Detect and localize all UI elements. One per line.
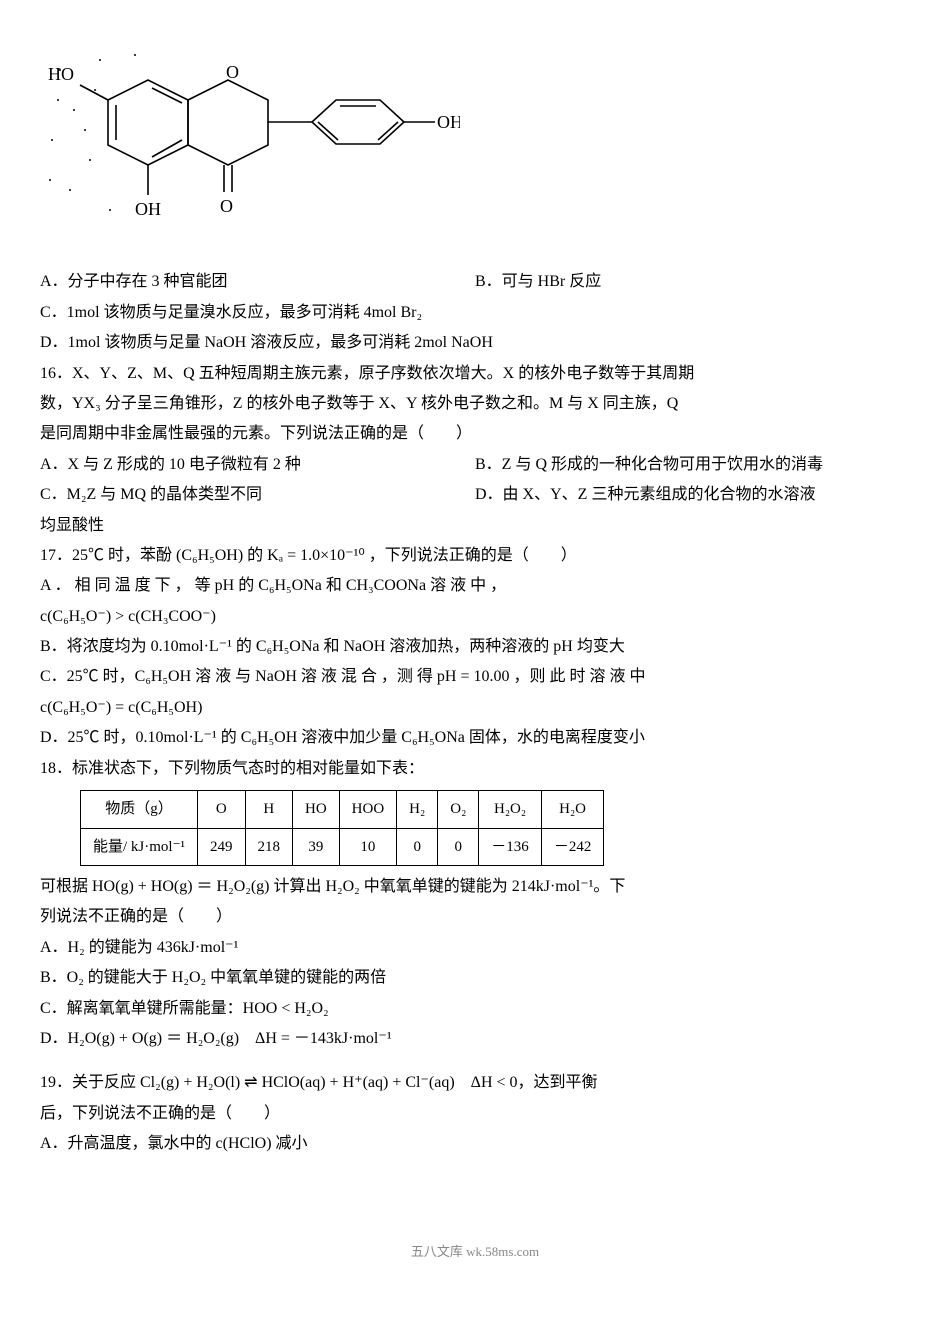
label-ring-o: O <box>226 62 239 82</box>
td-v4: 0 <box>397 828 438 866</box>
th-h2o: H₂O <box>541 791 604 829</box>
q16-options-row1: A．X 与 Z 形成的 10 电子微粒有 2 种 B．Z 与 Q 形成的一种化合… <box>40 450 910 480</box>
q16-stem-line2: 数，YX₃ 分子呈三角锥形，Z 的核外电子数等于 X、Y 核外电子数之和。M 与… <box>40 389 910 419</box>
q16-opt-b: B．Z 与 Q 形成的一种化合物可用于饮用水的消毒 <box>475 450 910 480</box>
th-h: H <box>245 791 293 829</box>
q18-opt-a: A．H₂ 的键能为 436kJ·mol⁻¹ <box>40 933 910 963</box>
q16-opt-d-tail: 均显酸性 <box>40 511 910 541</box>
td-v3: 10 <box>339 828 397 866</box>
table-row: 能量/ kJ·mol⁻¹ 249 218 39 10 0 0 －136 －242 <box>81 828 604 866</box>
td-v0: 249 <box>198 828 246 866</box>
q18-table: 物质（g） O H HO HOO H₂ O₂ H₂O₂ H₂O 能量/ kJ·m… <box>80 790 604 866</box>
q18-mid-line1: 可根据 HO(g) + HO(g) ＝ H₂O₂(g) 计算出 H₂O₂ 中氧氧… <box>40 872 910 902</box>
table-row: 物质（g） O H HO HOO H₂ O₂ H₂O₂ H₂O <box>81 791 604 829</box>
q16-opt-d: D．由 X、Y、Z 三种元素组成的化合物的水溶液 <box>475 480 910 510</box>
th-hoo: HOO <box>339 791 397 829</box>
q17-opt-a-line1: A ． 相 同 温 度 下 ， 等 pH 的 C₆H₅ONa 和 CH₃COON… <box>40 571 910 601</box>
q18-mid-line2: 列说法不正确的是（ ） <box>40 902 910 932</box>
q17-stem: 17．25℃ 时，苯酚 (C₆H₅OH) 的 Kₐ = 1.0×10⁻¹⁰ ，下… <box>40 541 910 571</box>
q16-stem-line3: 是同周期中非金属性最强的元素。下列说法正确的是（ ） <box>40 419 910 449</box>
q17-opt-d: D．25℃ 时，0.10mol·L⁻¹ 的 C₆H₅OH 溶液中加少量 C₆H₅… <box>40 723 910 753</box>
q17-opt-a-line2: c(C₆H₅O⁻) > c(CH₃COO⁻) <box>40 602 910 632</box>
td-v2: 39 <box>293 828 340 866</box>
td-v7: －242 <box>541 828 604 866</box>
td-row-label: 能量/ kJ·mol⁻¹ <box>81 828 198 866</box>
q17-opt-c-line2: c(C₆H₅O⁻) = c(C₆H₅OH) <box>40 693 910 723</box>
th-substance: 物质（g） <box>81 791 198 829</box>
q15-opt-d: D．1mol 该物质与足量 NaOH 溶液反应，最多可消耗 2mol NaOH <box>40 328 910 358</box>
q15-opt-b: B．可与 HBr 反应 <box>475 267 910 297</box>
label-oh-right: OH <box>437 112 460 132</box>
q18-opt-b: B．O₂ 的键能大于 H₂O₂ 中氧氧单键的键能的两倍 <box>40 963 910 993</box>
td-v6: －136 <box>479 828 542 866</box>
chemical-structure-diagram: HO O OH O OH <box>40 40 910 261</box>
q19-opt-a: A．升高温度，氯水中的 c(HClO) 减小 <box>40 1129 910 1159</box>
label-ho: HO <box>48 64 74 84</box>
label-oh-left: OH <box>135 199 161 219</box>
page-footer: 五八文库 wk.58ms.com <box>40 1240 910 1265</box>
q16-opt-c: C．M₂Z 与 MQ 的晶体类型不同 <box>40 480 475 510</box>
th-h2o2: H₂O₂ <box>479 791 542 829</box>
q18-stem: 18．标准状态下，下列物质气态时的相对能量如下表： <box>40 754 910 784</box>
q18-opt-c: C．解离氧氧单键所需能量：HOO < H₂O₂ <box>40 994 910 1024</box>
label-carbonyl-o: O <box>220 196 233 216</box>
q18-opt-d: D．H₂O(g) + O(g) ＝ H₂O₂(g) ΔH = －143kJ·mo… <box>40 1024 910 1054</box>
th-ho: HO <box>293 791 340 829</box>
q15-options-row1: A．分子中存在 3 种官能团 B．可与 HBr 反应 <box>40 267 910 297</box>
q15-opt-a: A．分子中存在 3 种官能团 <box>40 267 475 297</box>
q17-opt-b: B．将浓度均为 0.10mol·L⁻¹ 的 C₆H₅ONa 和 NaOH 溶液加… <box>40 632 910 662</box>
td-v5: 0 <box>438 828 479 866</box>
q16-stem-line1: 16．X、Y、Z、M、Q 五种短周期主族元素，原子序数依次增大。X 的核外电子数… <box>40 359 910 389</box>
td-v1: 218 <box>245 828 293 866</box>
th-o2: O₂ <box>438 791 479 829</box>
q16-options-row2: C．M₂Z 与 MQ 的晶体类型不同 D．由 X、Y、Z 三种元素组成的化合物的… <box>40 480 910 510</box>
structure-svg: HO O OH O OH <box>40 40 460 250</box>
q19-stem-line2: 后，下列说法不正确的是（ ） <box>40 1099 910 1129</box>
q15-opt-c: C．1mol 该物质与足量溴水反应，最多可消耗 4mol Br₂ <box>40 298 910 328</box>
q17-opt-c-line1: C．25℃ 时，C₆H₅OH 溶 液 与 NaOH 溶 液 混 合 ，测 得 p… <box>40 662 910 692</box>
q19-stem-line1: 19．关于反应 Cl₂(g) + H₂O(l) ⇌ HClO(aq) + H⁺(… <box>40 1068 910 1098</box>
th-o: O <box>198 791 246 829</box>
th-h2: H₂ <box>397 791 438 829</box>
q16-opt-a: A．X 与 Z 形成的 10 电子微粒有 2 种 <box>40 450 475 480</box>
